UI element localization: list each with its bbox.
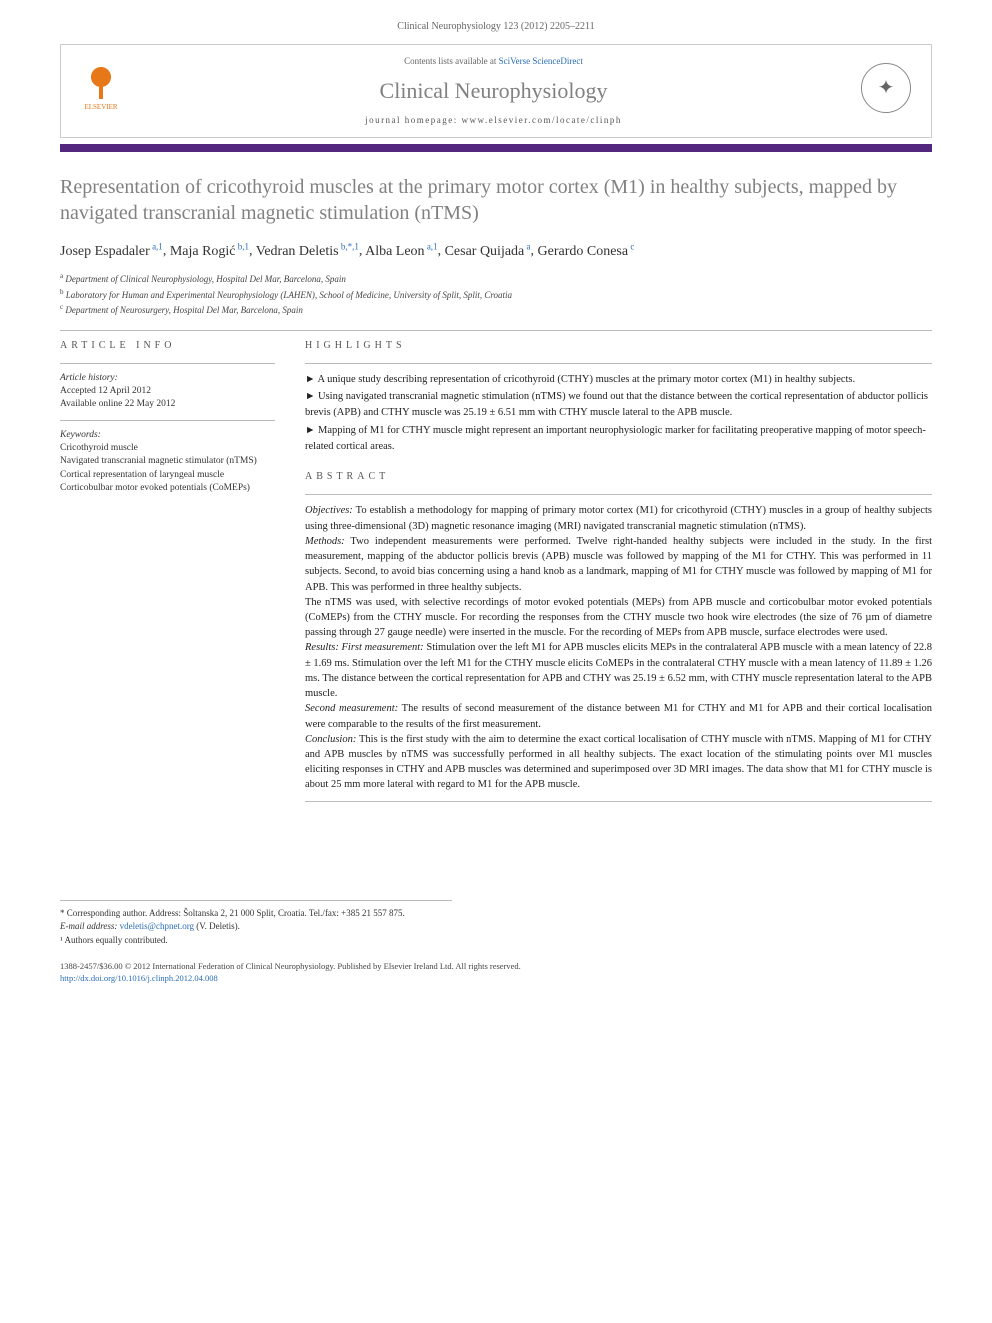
abstract-results2: Second measurement: The results of secon… <box>305 701 932 731</box>
author-sup: a,1 <box>425 241 438 251</box>
highlight-item: ► Mapping of M1 for CTHY muscle might re… <box>305 423 932 455</box>
journal-center: Contents lists available at SciVerse Sci… <box>126 55 861 127</box>
author-sup: b,*,1 <box>339 241 359 251</box>
citation-line: Clinical Neurophysiology 123 (2012) 2205… <box>60 20 932 34</box>
keyword: Navigated transcranial magnetic stimulat… <box>60 455 275 468</box>
results2-label: Second measurement: <box>305 703 398 714</box>
author: Cesar Quijada a <box>445 244 531 259</box>
highlight-item: ► A unique study describing representati… <box>305 372 932 388</box>
elsevier-tree-icon <box>81 63 121 103</box>
article-title: Representation of cricothyroid muscles a… <box>60 174 932 226</box>
keyword: Corticobulbar motor evoked potentials (C… <box>60 482 275 495</box>
article-info-heading: ARTICLE INFO <box>60 339 275 353</box>
homepage-prefix: journal homepage: <box>365 115 461 125</box>
divider <box>305 801 932 802</box>
highlights-abstract-column: HIGHLIGHTS ► A unique study describing r… <box>305 339 932 810</box>
contents-prefix: Contents lists available at <box>404 56 498 66</box>
divider <box>305 494 932 495</box>
keywords-label: Keywords: <box>60 429 275 442</box>
divider <box>305 363 932 364</box>
publisher-name: ELSEVIER <box>84 103 117 113</box>
author: Gerardo Conesa c <box>538 244 635 259</box>
article-history: Article history: Accepted 12 April 2012 … <box>60 372 275 412</box>
highlight-item: ► Using navigated transcranial magnetic … <box>305 389 932 421</box>
email-line: E-mail address: vdeletis@chpnet.org (V. … <box>60 920 452 934</box>
affiliation: a Department of Clinical Neurophysiology… <box>60 271 932 287</box>
author: Maja Rogić b,1 <box>170 244 249 259</box>
journal-cover-icon: ✦ <box>861 63 911 113</box>
corresponding-author: * Corresponding author. Address: Šoltans… <box>60 907 452 921</box>
contents-available-line: Contents lists available at SciVerse Sci… <box>126 55 861 68</box>
email-link[interactable]: vdeletis@chpnet.org <box>120 921 194 931</box>
keyword: Cortical representation of laryngeal mus… <box>60 469 275 482</box>
author-sup: a,1 <box>150 241 163 251</box>
abstract-conclusion: Conclusion: This is the first study with… <box>305 732 932 793</box>
online-date: Available online 22 May 2012 <box>60 398 275 411</box>
email-label: E-mail address: <box>60 921 120 931</box>
accent-bar <box>60 144 932 152</box>
objectives-text: To establish a methodology for mapping o… <box>305 505 932 531</box>
affiliations-block: a Department of Clinical Neurophysiology… <box>60 271 932 318</box>
abstract-methods2: The nTMS was used, with selective record… <box>305 595 932 641</box>
abstract-methods: Methods: Two independent measurements we… <box>305 534 932 595</box>
author-list: Josep Espadaler a,1, Maja Rogić b,1, Ved… <box>60 240 932 261</box>
author-sup: c <box>628 241 634 251</box>
journal-cover-thumb: ✦ <box>861 63 916 118</box>
divider <box>60 420 275 421</box>
keywords-block: Keywords: Cricothyroid muscleNavigated t… <box>60 429 275 495</box>
journal-banner: ELSEVIER Contents lists available at Sci… <box>60 44 932 138</box>
affiliation: c Department of Neurosurgery, Hospital D… <box>60 302 932 318</box>
author-sup: b,1 <box>236 241 250 251</box>
info-abstract-row: ARTICLE INFO Article history: Accepted 1… <box>60 339 932 810</box>
divider <box>60 363 275 364</box>
sciencedirect-link[interactable]: SciVerse ScienceDirect <box>499 56 583 66</box>
history-label: Article history: <box>60 372 275 385</box>
abstract-heading: ABSTRACT <box>305 470 932 484</box>
divider <box>60 330 932 331</box>
results-label: Results: <box>305 642 339 653</box>
copyright-line: 1388-2457/$36.00 © 2012 International Fe… <box>60 961 932 985</box>
highlights-body: ► A unique study describing representati… <box>305 372 932 455</box>
conclusion-label: Conclusion: <box>305 734 356 745</box>
author: Alba Leon a,1 <box>365 244 437 259</box>
journal-name: Clinical Neurophysiology <box>126 76 861 107</box>
equal-contribution-note: ¹ Authors equally contributed. <box>60 934 452 948</box>
highlights-heading: HIGHLIGHTS <box>305 339 932 353</box>
elsevier-logo: ELSEVIER <box>76 63 126 118</box>
abstract-body: Objectives: To establish a methodology f… <box>305 503 932 792</box>
objectives-label: Objectives: <box>305 505 353 516</box>
methods-text: Two independent measurements were perfor… <box>305 536 932 593</box>
doi-link[interactable]: http://dx.doi.org/10.1016/j.clinph.2012.… <box>60 973 218 983</box>
article-info-column: ARTICLE INFO Article history: Accepted 1… <box>60 339 275 810</box>
abstract-results1: Results: First measurement: Stimulation … <box>305 640 932 701</box>
author: Vedran Deletis b,*,1 <box>256 244 359 259</box>
results1-label: First measurement: <box>342 642 424 653</box>
abstract-objectives: Objectives: To establish a methodology f… <box>305 503 932 533</box>
conclusion-text: This is the first study with the aim to … <box>305 734 932 791</box>
results2-text: The results of second measurement of the… <box>305 703 932 729</box>
footnotes-block: * Corresponding author. Address: Šoltans… <box>60 900 452 948</box>
methods-label: Methods: <box>305 536 345 547</box>
email-who: (V. Deletis). <box>194 921 240 931</box>
author-sup: a <box>524 241 530 251</box>
affiliation: b Laboratory for Human and Experimental … <box>60 287 932 303</box>
copyright-text: 1388-2457/$36.00 © 2012 International Fe… <box>60 961 521 973</box>
homepage-url[interactable]: www.elsevier.com/locate/clinph <box>462 115 622 125</box>
accepted-date: Accepted 12 April 2012 <box>60 385 275 398</box>
keyword: Cricothyroid muscle <box>60 442 275 455</box>
publisher-logo-block: ELSEVIER <box>76 63 126 118</box>
author: Josep Espadaler a,1 <box>60 244 163 259</box>
journal-homepage-line: journal homepage: www.elsevier.com/locat… <box>126 114 861 127</box>
